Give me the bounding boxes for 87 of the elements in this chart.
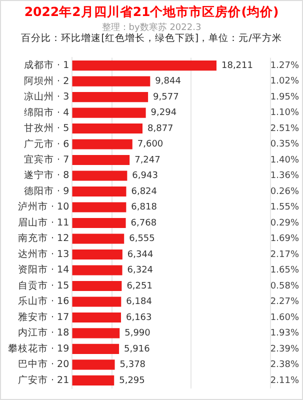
y-tick-label: 广安市 · 21: [18, 374, 70, 386]
data-label: 6,943: [132, 171, 158, 182]
chart-title: 2022年2月四川省21个地市市区房价(均价): [23, 4, 280, 21]
data-label: 8,877: [148, 124, 174, 134]
bar: [72, 375, 114, 386]
text: 百分比：环比增速[红色增长，绿色下跌]，单位：元/平方米: [20, 32, 283, 45]
y-tick-label: 绵阳市 · 4: [24, 106, 70, 118]
y-tick-label: 自贡市 · 15: [18, 279, 70, 292]
annotation: 2.27%: [270, 297, 300, 308]
annotation: 1.65%: [270, 266, 300, 276]
y-tick-label: 巴中市 · 20: [18, 358, 70, 370]
data-label: 6,251: [126, 281, 152, 292]
y-tick-label: 德阳市 · 9: [24, 184, 70, 197]
bar: [72, 202, 126, 212]
y-tick-label: 资阳市 · 14: [18, 264, 70, 276]
y-tick-label: 广元市 · 6: [24, 138, 70, 150]
annotation: 0.29%: [270, 218, 300, 228]
annotation: 2.11%: [270, 376, 300, 386]
data-label: 6,324: [127, 266, 154, 276]
chart-subtitle: 整理：by数寒苏 2022.3: [100, 22, 202, 33]
data-label: 6,163: [126, 312, 152, 323]
annotation: 1.95%: [270, 92, 300, 102]
y-tick-label: 乐山市 · 16: [18, 295, 70, 308]
annotation: 2.38%: [270, 360, 300, 370]
y-tick-label: 南充市 · 12: [18, 232, 70, 244]
y-tick-label: 达州市 · 13: [18, 248, 70, 260]
data-label: 6,555: [129, 234, 155, 244]
y-tick-label: 泸州市 · 10: [18, 200, 70, 213]
bar: [72, 124, 143, 134]
bar: [72, 92, 148, 102]
bar: [72, 186, 126, 197]
annotation: 2.17%: [270, 250, 300, 260]
bar: [72, 76, 150, 86]
bar: [72, 328, 120, 338]
data-label: 7,600: [137, 140, 164, 150]
y-tick-label: 内江市 · 18: [18, 326, 70, 339]
bar: [72, 312, 121, 322]
bar: [72, 234, 124, 244]
annotation: 2.51%: [270, 124, 300, 134]
annotation: 1.60%: [270, 312, 300, 323]
data-label: 5,990: [124, 328, 151, 339]
y-tick-label: 攀枝花市 · 19: [8, 342, 70, 354]
data-label: 6,818: [131, 202, 158, 213]
bar: [72, 218, 126, 228]
data-label: 18,211: [221, 60, 253, 71]
bar: [72, 280, 122, 291]
annotation: 1.36%: [270, 171, 300, 182]
bar: [72, 170, 128, 181]
annotation: 1.55%: [270, 202, 300, 213]
data-label: 9,844: [155, 76, 182, 87]
bar: [72, 360, 115, 370]
annotation: 1.10%: [270, 108, 300, 118]
annotation: 2.39%: [270, 344, 300, 354]
y-tick-label: 阿坝州 · 2: [24, 74, 70, 87]
data-label: 9,294: [150, 108, 177, 118]
data-label: 6,184: [126, 297, 152, 308]
data-label: 6,824: [131, 186, 158, 197]
annotation: 1.69%: [270, 234, 300, 244]
bar: [72, 265, 122, 276]
data-label: 5,295: [119, 376, 145, 386]
annotation: 1.93%: [270, 328, 300, 339]
bar: [72, 249, 122, 260]
data-label: 6,768: [130, 218, 157, 228]
y-tick-label: 眉山市 · 11: [18, 216, 70, 228]
y-tick-label: 成都市 · 1: [24, 59, 70, 72]
bar: [72, 139, 132, 150]
y-tick-label: 遂宁市 · 8: [24, 169, 70, 182]
bar: [72, 60, 216, 71]
y-tick-label: 凉山州 · 3: [24, 90, 70, 103]
annotation: 0.35%: [270, 140, 300, 150]
y-tick-label: 宜宾市 · 7: [24, 153, 70, 166]
annotation: 0.26%: [270, 186, 300, 197]
y-tick-label: 甘孜州 · 5: [24, 122, 70, 134]
data-label: 9,577: [153, 92, 179, 102]
data-label: 6,344: [127, 250, 154, 260]
annotation: 1.02%: [270, 76, 300, 87]
bar: [72, 155, 130, 166]
bar: [72, 344, 120, 354]
data-label: 5,916: [124, 344, 150, 354]
annotation: 1.27%: [270, 60, 300, 71]
y-tick-label: 雅安市 · 17: [18, 310, 70, 323]
annotation: 1.40%: [270, 155, 300, 166]
bar: [72, 108, 146, 118]
bar: [72, 296, 122, 307]
annotation: 0.58%: [270, 281, 300, 292]
data-label: 7,247: [134, 155, 160, 166]
data-label: 5,378: [120, 360, 146, 370]
